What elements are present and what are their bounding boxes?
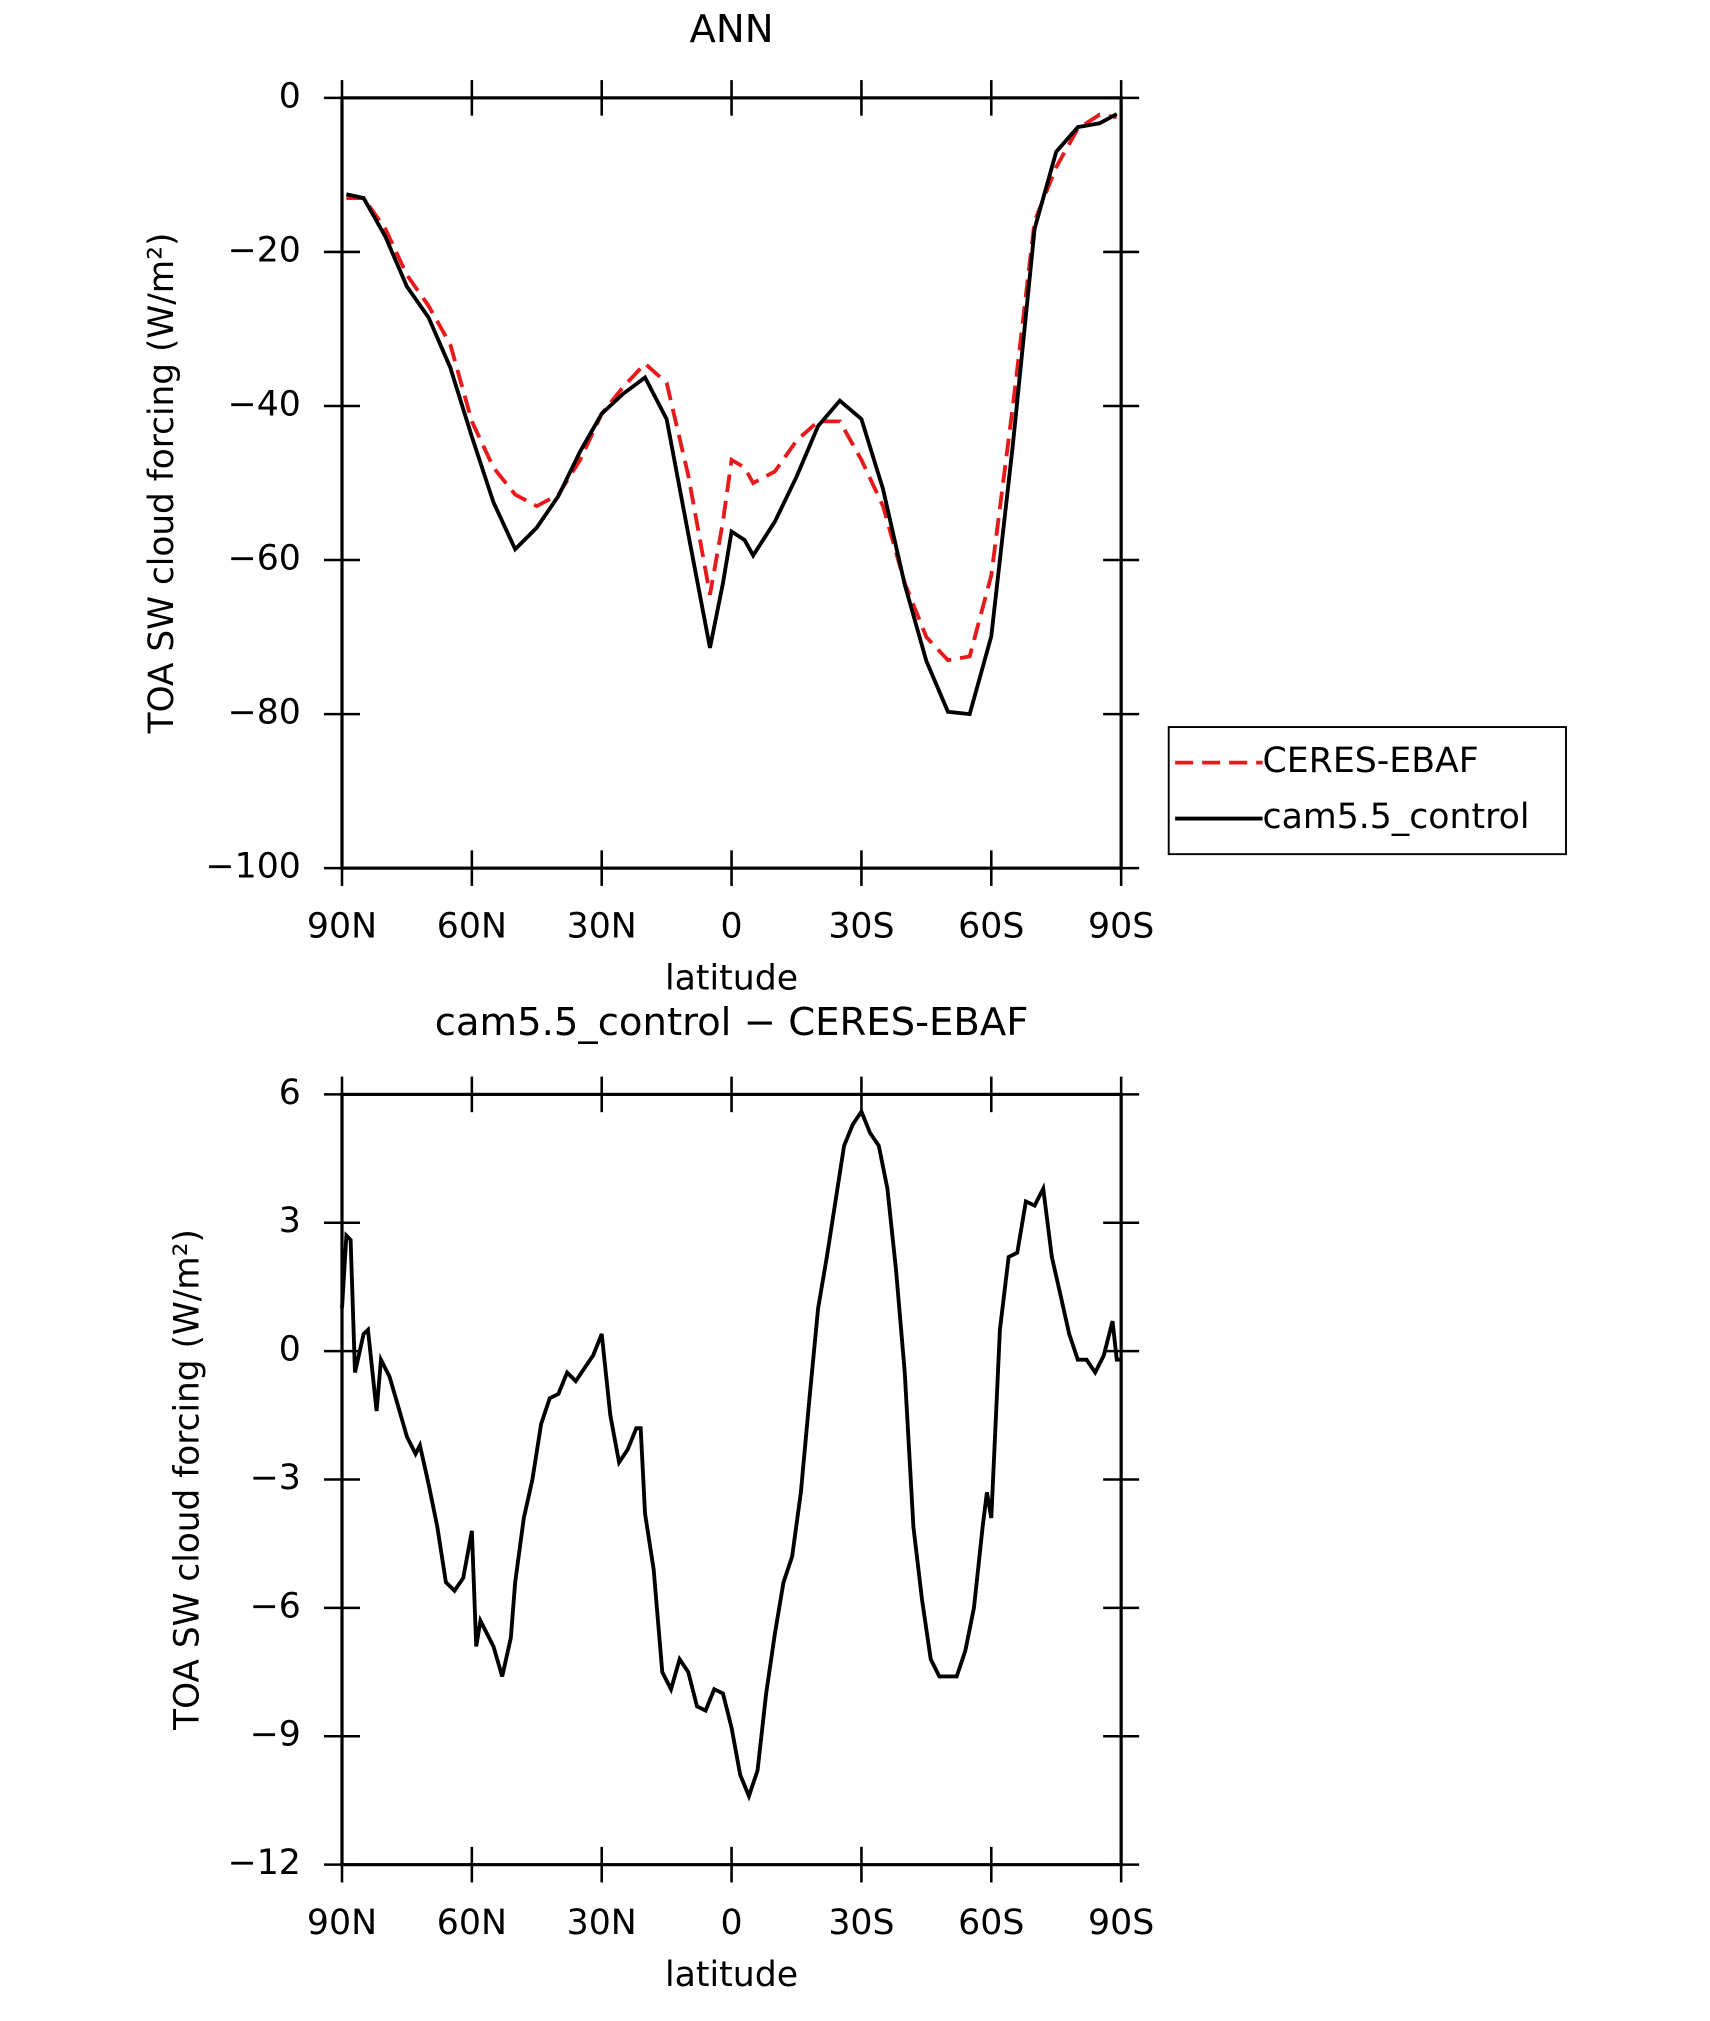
y-tick-label: −3 <box>250 1458 301 1498</box>
y-axis-label: TOA SW cloud forcing (W/m²) <box>167 1229 207 1731</box>
y-tick-label: −80 <box>228 693 301 733</box>
legend-label: cam5.5_control <box>1263 797 1530 837</box>
plot-frame <box>340 1092 1123 1867</box>
y-tick-label: −60 <box>228 539 301 579</box>
y-tick-label: 0 <box>279 1330 301 1370</box>
x-tick-label: 30N <box>567 907 637 947</box>
y-tick-label: −9 <box>250 1715 301 1755</box>
y-tick-label: 6 <box>279 1073 301 1113</box>
x-tick-label: 0 <box>721 907 743 947</box>
x-tick-label: 30S <box>828 1903 894 1943</box>
plot-frame <box>340 96 1123 870</box>
x-tick-label: 60S <box>958 907 1024 947</box>
x-tick-label: 60N <box>437 907 507 947</box>
x-tick-label: 90S <box>1088 1903 1154 1943</box>
x-tick-label: 90N <box>307 1903 377 1943</box>
chart-title: ANN <box>690 7 774 52</box>
x-tick-label: 30S <box>828 907 894 947</box>
chart-title: cam5.5_control − CERES-EBAF <box>435 1000 1029 1045</box>
y-tick-label: 0 <box>279 76 301 116</box>
legend-box <box>1167 726 1567 856</box>
series-line <box>345 112 1118 717</box>
x-tick-label: 90N <box>307 907 377 947</box>
y-axis-label: TOA SW cloud forcing (W/m²) <box>142 233 182 735</box>
y-tick-label: −12 <box>228 1843 301 1883</box>
legend-label: CERES-EBAF <box>1263 741 1479 781</box>
series-line <box>340 1107 1122 1802</box>
y-tick-label: −6 <box>250 1587 301 1627</box>
y-tick-label: −100 <box>206 847 301 887</box>
x-tick-label: 30N <box>567 1903 637 1943</box>
x-tick-label: 60N <box>437 1903 507 1943</box>
x-tick-label: 0 <box>721 1903 743 1943</box>
series-line <box>346 112 1118 663</box>
x-axis-label: latitude <box>665 1955 798 1995</box>
x-axis-label: latitude <box>665 959 798 999</box>
x-tick-label: 60S <box>958 1903 1024 1943</box>
x-tick-label: 90S <box>1088 907 1154 947</box>
y-tick-label: 3 <box>279 1201 301 1241</box>
y-tick-label: −20 <box>228 231 301 271</box>
y-tick-label: −40 <box>228 385 301 425</box>
